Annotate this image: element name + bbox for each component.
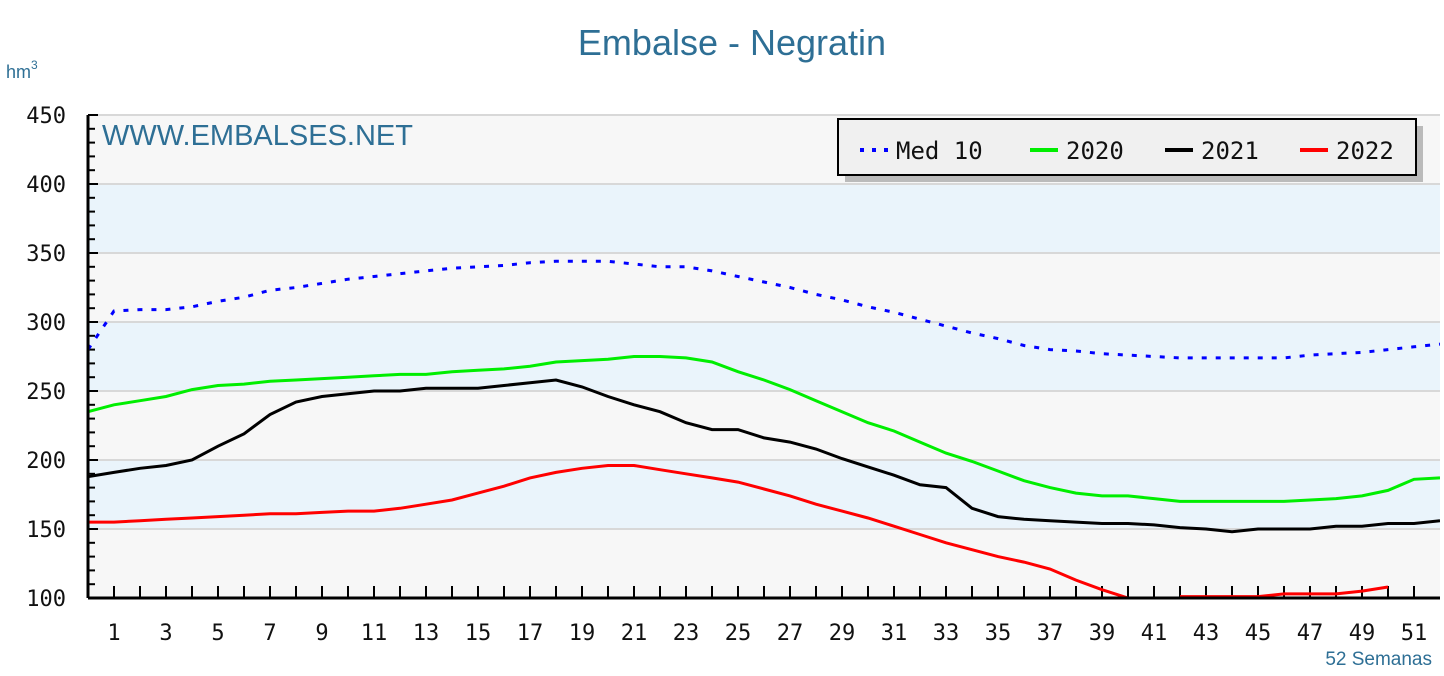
x-tick-label: 45	[1245, 621, 1272, 646]
x-tick-label: 15	[465, 621, 492, 646]
y-tick-label: 100	[26, 587, 66, 612]
x-tick-label: 47	[1297, 621, 1324, 646]
x-tick-label: 31	[881, 621, 908, 646]
x-tick-label: 49	[1349, 621, 1376, 646]
series-line-2020	[88, 355, 1440, 503]
y-tick-label: 350	[26, 242, 66, 267]
x-tick-label: 35	[985, 621, 1012, 646]
legend: Med 10 2020 2021 2022	[837, 118, 1423, 182]
x-tick-label: 17	[517, 621, 544, 646]
y-tick-label: 300	[26, 311, 66, 336]
x-tick-label: 25	[725, 621, 752, 646]
x-tick-label: 41	[1141, 621, 1168, 646]
x-tick-label: 51	[1401, 621, 1428, 646]
y-tick-label: 250	[26, 380, 66, 405]
x-tick-label: 1	[107, 621, 120, 646]
x-tick-label: 43	[1193, 621, 1220, 646]
legend-box	[837, 118, 1417, 176]
x-axis-label: 52 Semanas	[1325, 649, 1432, 670]
series-line-med-10	[88, 259, 1440, 360]
chart-title: Embalse - Negratin	[578, 22, 886, 63]
x-tick-label: 19	[569, 621, 596, 646]
x-tick-label: 37	[1037, 621, 1064, 646]
x-tick-label: 9	[315, 621, 328, 646]
series-line-2021	[88, 378, 1440, 534]
legend-label: 2020	[1066, 137, 1124, 165]
y-axis-unit-base: hm	[6, 62, 31, 82]
legend-label: 2022	[1336, 137, 1394, 165]
y-tick-label: 150	[26, 518, 66, 543]
x-tick-label: 23	[673, 621, 700, 646]
watermark: WWW.EMBALSES.NET	[102, 120, 413, 152]
grid-band	[88, 460, 1440, 529]
legend-label: Med 10	[896, 137, 983, 165]
x-tick-label: 29	[829, 621, 856, 646]
y-axis-unit-superscript: 3	[31, 58, 38, 72]
x-tick-label: 33	[933, 621, 960, 646]
y-tick-label: 200	[26, 449, 66, 474]
x-tick-label: 39	[1089, 621, 1116, 646]
y-tick-label: 400	[26, 173, 66, 198]
y-axis-unit: hm3	[6, 58, 38, 82]
series-line-2022	[88, 464, 1129, 598]
grid-band	[88, 184, 1440, 253]
y-tick-label: 450	[26, 104, 66, 129]
x-tick-label: 13	[413, 621, 440, 646]
x-tick-label: 11	[361, 621, 388, 646]
x-tick-label: 3	[159, 621, 172, 646]
x-tick-label: 7	[263, 621, 276, 646]
x-tick-label: 5	[211, 621, 224, 646]
legend-label: 2021	[1201, 137, 1259, 165]
x-tick-label: 27	[777, 621, 804, 646]
x-tick-label: 21	[621, 621, 648, 646]
